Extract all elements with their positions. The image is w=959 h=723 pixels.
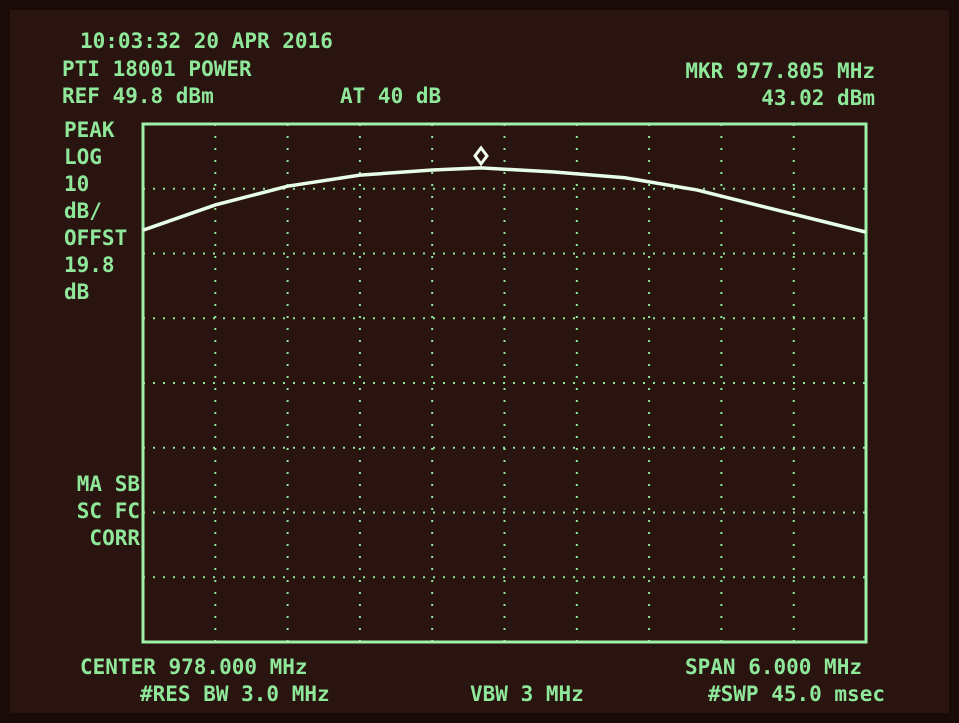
side-label: 19.8 (64, 253, 115, 277)
page: {"chart_data": {"type": "line", "time": … (0, 0, 959, 723)
time: 10:03:32 20 APR 2016 (80, 29, 333, 53)
side-label: OFFST (64, 226, 127, 250)
attenuation: AT 40 dB (340, 84, 441, 108)
center: CENTER 978.000 MHz (80, 655, 308, 679)
ref-level: REF 49.8 dBm (62, 84, 214, 108)
screen: 10:03:32 20 APR 2016 PTI 18001 POWER REF… (0, 0, 959, 723)
mode-label: MA SB (77, 472, 140, 496)
side-label: dB/ (64, 199, 102, 223)
vbw: VBW 3 MHz (470, 682, 584, 706)
instrument: PTI 18001 POWER (62, 57, 252, 81)
marker-level: 43.02 dBm (761, 86, 875, 110)
marker-freq: MKR 977.805 MHz (685, 59, 875, 83)
side-label: 10 (64, 172, 89, 196)
mode-label: SC FC (77, 499, 140, 523)
side-label: dB (64, 280, 89, 304)
side-label: LOG (64, 145, 102, 169)
mode-label: CORR (89, 526, 140, 550)
side-label: PEAK (64, 118, 115, 142)
res-bw: #RES BW 3.0 MHz (140, 682, 330, 706)
screen-bg (10, 10, 949, 713)
sweep: #SWP 45.0 msec (708, 682, 885, 706)
span: SPAN 6.000 MHz (685, 655, 862, 679)
